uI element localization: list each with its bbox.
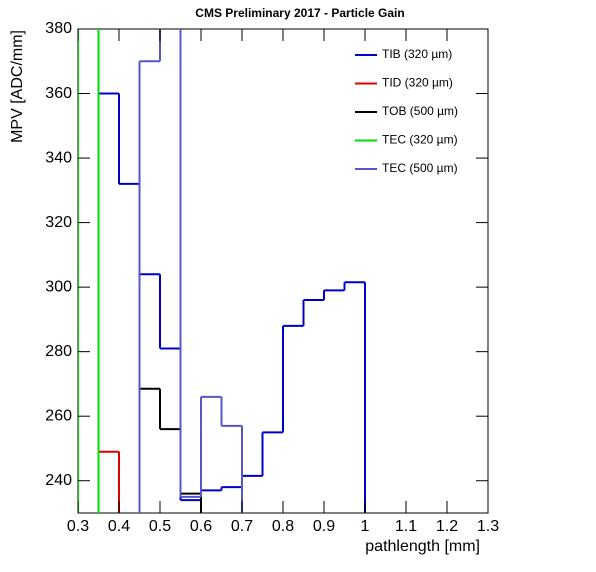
legend-label: TOB (500 µm) <box>382 104 458 118</box>
chart-title: CMS Preliminary 2017 - Particle Gain <box>195 6 404 20</box>
x-tick-label: 0.8 <box>272 518 294 535</box>
x-axis-label: pathlength [mm] <box>365 538 480 555</box>
legend-label: TEC (500 µm) <box>382 161 458 175</box>
y-tick-label: 300 <box>45 278 72 295</box>
x-tick-label: 0.9 <box>313 518 335 535</box>
x-tick-label: 1.2 <box>436 518 458 535</box>
x-tick-label: 0.7 <box>231 518 253 535</box>
y-tick-label: 280 <box>45 343 72 360</box>
x-tick-label: 0.4 <box>108 518 130 535</box>
x-tick-label: 1.1 <box>395 518 417 535</box>
y-axis-label: MPV [ADC/mm] <box>9 30 26 143</box>
x-tick-label: 0.3 <box>67 518 89 535</box>
x-tick-label: 0.6 <box>190 518 212 535</box>
x-tick-label: 1.3 <box>477 518 499 535</box>
y-tick-label: 360 <box>45 85 72 102</box>
x-tick-label: 0.5 <box>149 518 171 535</box>
y-tick-label: 240 <box>45 472 72 489</box>
y-tick-label: 320 <box>45 214 72 231</box>
legend-label: TIB (320 µm) <box>382 47 452 61</box>
legend-label: TID (320 µm) <box>382 76 453 90</box>
legend-label: TEC (320 µm) <box>382 133 458 147</box>
y-tick-label: 260 <box>45 407 72 424</box>
histogram-area <box>78 29 366 513</box>
y-tick-label: 380 <box>45 20 72 37</box>
y-tick-label: 340 <box>45 149 72 166</box>
x-tick-label: 1 <box>361 518 370 535</box>
